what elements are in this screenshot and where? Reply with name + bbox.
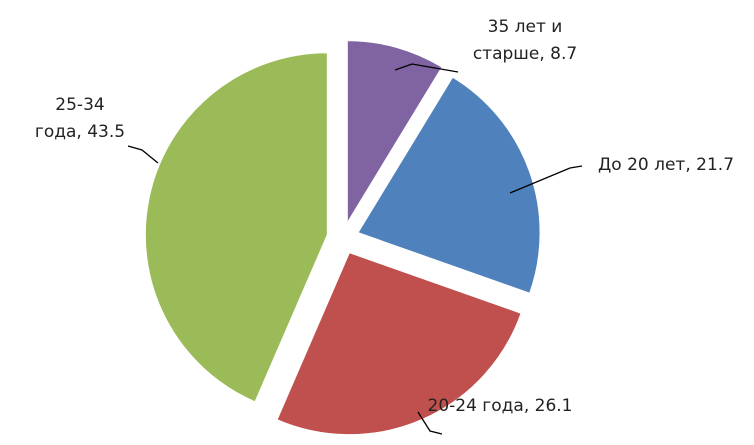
label-value: 43.5 <box>87 122 126 142</box>
leader-line <box>394 63 459 73</box>
label-value: 26.1 <box>534 396 573 416</box>
leader-line <box>417 411 443 435</box>
label-category: 25-34 года <box>34 95 105 142</box>
data-label: 35 лет и старше, 8.7 <box>440 14 610 68</box>
leader-line <box>127 145 159 164</box>
label-separator: , <box>76 122 88 142</box>
label-value: 21.7 <box>696 155 735 175</box>
label-separator: , <box>523 396 535 416</box>
leader-line <box>509 165 583 194</box>
label-category: До 20 лет <box>597 155 686 175</box>
data-label: 20-24 года, 26.1 <box>420 393 580 420</box>
pie-slice <box>346 40 443 225</box>
data-label: До 20 лет, 21.7 <box>578 152 754 179</box>
label-category: 20-24 года <box>427 396 524 416</box>
label-separator: , <box>539 44 551 64</box>
label-value: 8.7 <box>550 44 578 64</box>
data-label: 25-34 года, 43.5 <box>10 92 150 146</box>
label-category: 35 лет и старше <box>472 17 563 64</box>
pie-slice <box>357 76 541 294</box>
pie-slice <box>144 52 328 403</box>
label-separator: , <box>685 155 697 175</box>
